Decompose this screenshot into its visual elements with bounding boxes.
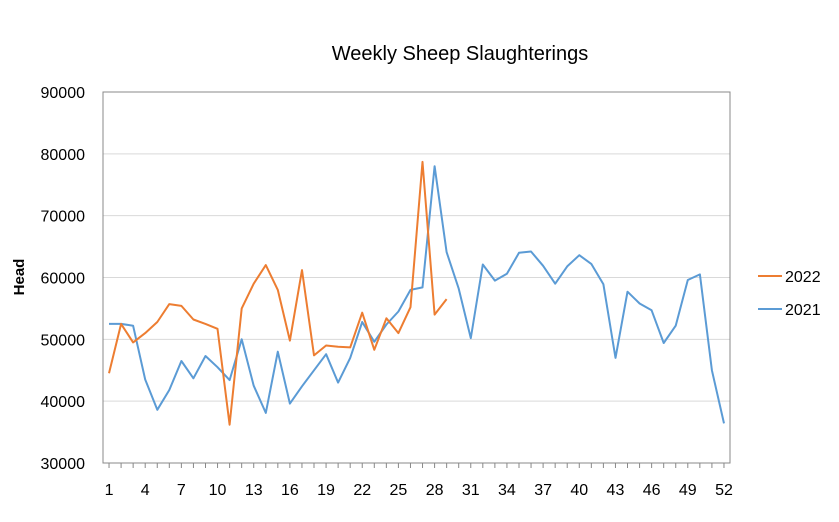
x-tick-label: 13 [245, 482, 263, 499]
x-tick-label: 28 [426, 482, 444, 499]
x-tick-label: 52 [715, 482, 733, 499]
chart-title: Weekly Sheep Slaughterings [332, 43, 588, 65]
x-tick-label: 46 [643, 482, 661, 499]
y-tick-label: 70000 [41, 209, 86, 226]
x-axis-ticks: 1 4 7 10 13 16 19 22 25 28 31 34 37 40 43 46 49 52 [105, 463, 733, 499]
y-tick-label: 40000 [41, 394, 86, 411]
x-tick-label: 31 [462, 482, 480, 499]
x-tick-label: 37 [534, 482, 552, 499]
y-axis-title: Head [11, 259, 28, 296]
y-tick-label: 90000 [41, 85, 86, 102]
gridlines [103, 153, 730, 402]
legend-label-2021: 2021 [785, 302, 821, 319]
y-tick-label: 50000 [41, 332, 86, 349]
x-tick-label: 34 [498, 482, 516, 499]
x-tick-label: 7 [177, 482, 186, 499]
series-lines [108, 160, 725, 426]
x-tick-label: 43 [607, 482, 625, 499]
x-tick-label: 1 [105, 482, 114, 499]
y-tick-label: 30000 [41, 456, 86, 473]
x-tick-label: 49 [679, 482, 697, 499]
y-tick-label: 60000 [41, 271, 86, 288]
x-tick-label: 40 [570, 482, 588, 499]
x-tick-label: 4 [141, 482, 150, 499]
series-line-2022 [108, 160, 448, 426]
y-tick-label: 80000 [41, 147, 86, 164]
x-tick-label: 19 [317, 482, 335, 499]
legend: 2022 2021 [758, 269, 821, 319]
x-tick-label: 25 [390, 482, 408, 499]
x-tick-label: 10 [209, 482, 227, 499]
y-axis-ticks: 30000 40000 50000 60000 70000 80000 90000 [41, 85, 86, 473]
series-line-2021 [109, 165, 725, 424]
plot-area [102, 91, 731, 464]
x-tick-label: 22 [353, 482, 371, 499]
legend-label-2022: 2022 [785, 269, 821, 286]
x-tick-label: 16 [281, 482, 299, 499]
